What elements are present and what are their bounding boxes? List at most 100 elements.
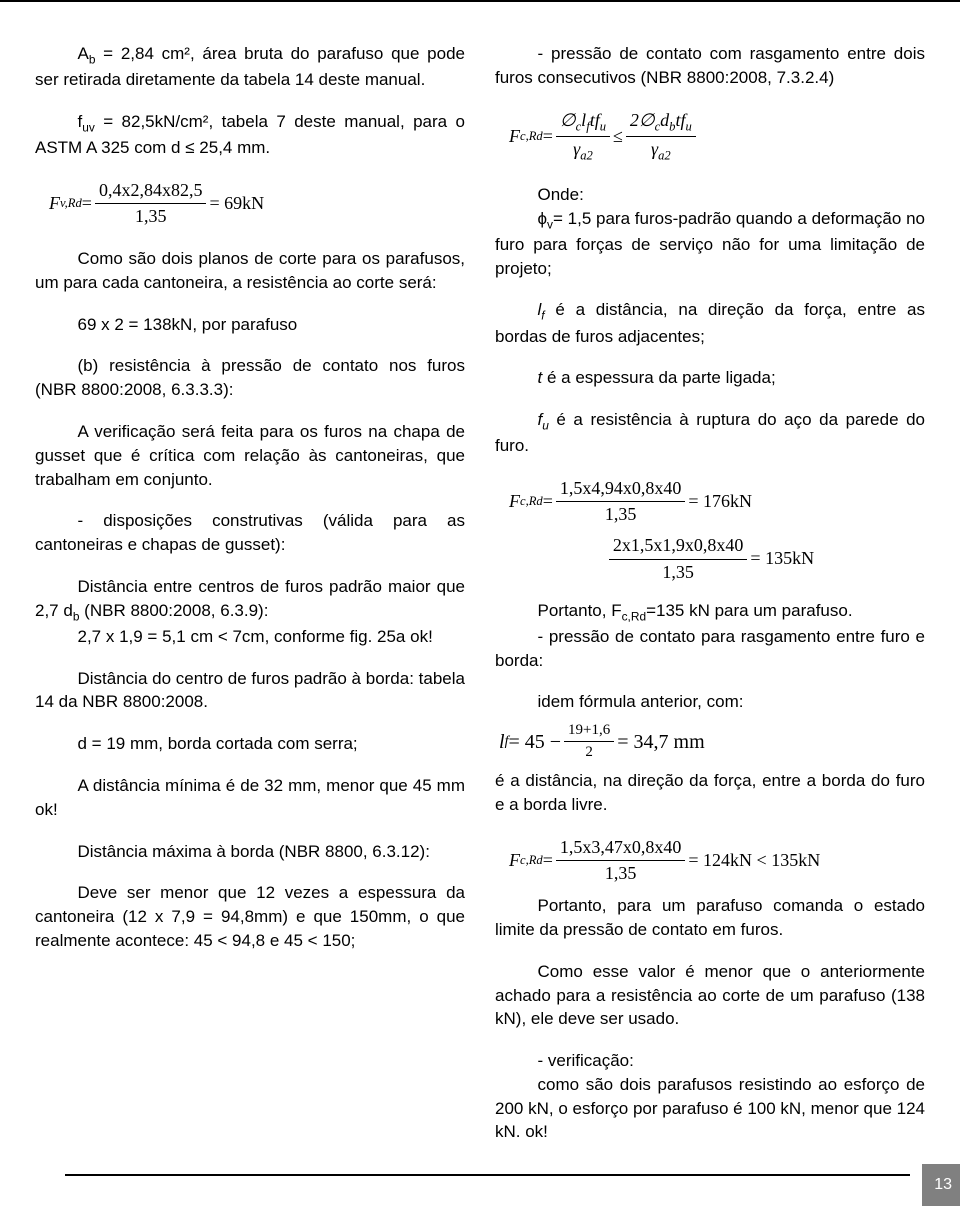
paragraph: A distância mínima é de 32 mm, menor que… (35, 774, 465, 822)
paragraph: fuv = 82,5kN/cm², tabela 7 deste manual,… (35, 110, 465, 160)
formula: lf = 45 − 19+1,6 2 = 34,7 mm (499, 720, 925, 763)
paragraph: idem fórmula anterior, com: (495, 690, 925, 714)
formula: 2x1,5x1,9x0,8x40 1,35 = 135kN (495, 533, 925, 584)
paragraph: - disposições construtivas (válida para … (35, 509, 465, 557)
paragraph: - pressão de contato para rasgamento ent… (495, 625, 925, 673)
paragraph: Como são dois planos de corte para os pa… (35, 247, 465, 295)
op: = 45 − (508, 728, 561, 756)
denominator: 1,35 (131, 204, 171, 229)
t: d (660, 110, 669, 130)
numerator: 2∅cdbtfu (626, 108, 696, 137)
paragraph: lf é a distância, na direção da força, e… (495, 298, 925, 348)
op: = (543, 848, 553, 873)
subscript: c,Rd (520, 852, 543, 870)
text: = 82,5kN/cm², tabela 7 deste manual, par… (35, 112, 465, 157)
formula: Fc,Rd = 1,5x3,47x0,8x40 1,35 = 124kN < 1… (509, 835, 925, 886)
numerator: 2x1,5x1,9x0,8x40 (609, 533, 748, 559)
text: Portanto, F (538, 601, 622, 620)
t: 2∅ (630, 110, 655, 130)
paragraph: Ab = 2,84 cm², área bruta do parafuso qu… (35, 42, 465, 92)
text: = 1,5 para furos-padrão quando a deforma… (495, 209, 925, 278)
s: u (685, 119, 691, 133)
text: (NBR 8800:2008, 6.3.9): (79, 601, 268, 620)
right-column: - pressão de contato com rasgamento entr… (495, 42, 925, 1162)
paragraph: 2,7 x 1,9 = 5,1 cm < 7cm, conforme fig. … (35, 625, 465, 649)
denominator: 1,35 (601, 502, 641, 527)
result: = 176kN (688, 489, 752, 514)
subscript: c,Rd (520, 128, 543, 146)
var: F (509, 489, 520, 514)
footer-rule (65, 1174, 910, 1176)
op: = (543, 124, 553, 149)
paragraph: Distância máxima à borda (NBR 8800, 6.3.… (35, 840, 465, 864)
numerator: 0,4x2,84x82,5 (95, 178, 207, 204)
paragraph: Deve ser menor que 12 vezes a espessura … (35, 881, 465, 952)
paragraph: - verificação: (495, 1049, 925, 1073)
fraction: 2x1,5x1,9x0,8x40 1,35 (609, 533, 748, 584)
fraction: 0,4x2,84x82,5 1,35 (95, 178, 207, 229)
result: = 135kN (750, 546, 814, 571)
two-column-layout: Ab = 2,84 cm², área bruta do parafuso qu… (35, 42, 925, 1162)
var: F (509, 124, 520, 149)
paragraph: ϕv= 1,5 para furos-padrão quando a defor… (495, 207, 925, 281)
t: ∅ (560, 110, 576, 130)
paragraph: A verificação será feita para os furos n… (35, 420, 465, 491)
fraction: 19+1,6 2 (564, 720, 614, 763)
op: = (82, 191, 92, 216)
paragraph: é a distância, na direção da força, entr… (495, 769, 925, 817)
result: = 69kN (209, 191, 264, 216)
denominator: γa2 (569, 137, 597, 165)
paragraph: Portanto, para um parafuso comanda o est… (495, 894, 925, 942)
formula: Fc,Rd = 1,5x4,94x0,8x40 1,35 = 176kN (509, 476, 925, 527)
denominator: γa2 (647, 137, 675, 165)
result: = 34,7 mm (617, 728, 704, 756)
text: A (78, 44, 89, 63)
subscript: u (542, 419, 549, 433)
paragraph: Como esse valor é menor que o anteriorme… (495, 960, 925, 1031)
page: Ab = 2,84 cm², área bruta do parafuso qu… (0, 0, 960, 1162)
paragraph: Distância entre centros de furos padrão … (35, 575, 465, 625)
text: ϕ (538, 209, 548, 228)
fraction: 1,5x3,47x0,8x40 1,35 (556, 835, 686, 886)
paragraph: Onde: (495, 183, 925, 207)
op: ≤ (613, 124, 623, 149)
left-column: Ab = 2,84 cm², área bruta do parafuso qu… (35, 42, 465, 1162)
subscript: c,Rd (622, 609, 646, 623)
var: F (509, 848, 520, 873)
subscript: v,Rd (60, 195, 82, 213)
paragraph: d = 19 mm, borda cortada com serra; (35, 732, 465, 756)
text: =135 kN para um parafuso. (646, 601, 852, 620)
text: = 2,84 cm², área bruta do parafuso que p… (35, 44, 465, 89)
paragraph: (b) resistência à pressão de contato nos… (35, 354, 465, 402)
text: é a distância, na direção da força, entr… (495, 300, 925, 345)
page-number: 13 (920, 1164, 960, 1206)
t: γ (651, 139, 658, 159)
fraction: ∅clftfu γa2 (556, 108, 610, 165)
result: = 124kN < 135kN (688, 848, 820, 873)
paragraph: fu é a resistência à ruptura do aço da p… (495, 408, 925, 458)
s: a2 (580, 148, 593, 162)
numerator: ∅clftfu (556, 108, 610, 137)
paragraph: Distância do centro de furos padrão à bo… (35, 667, 465, 715)
op: = (543, 489, 553, 514)
paragraph: Portanto, Fc,Rd=135 kN para um parafuso. (495, 599, 925, 625)
formula: Fv,Rd = 0,4x2,84x82,5 1,35 = 69kN (49, 178, 465, 229)
fraction: 2∅cdbtfu γa2 (626, 108, 696, 165)
s: u (600, 119, 606, 133)
t: tf (590, 110, 600, 130)
denominator: 2 (581, 742, 597, 763)
s: a2 (658, 148, 671, 162)
paragraph: 69 x 2 = 138kN, por parafuso (35, 313, 465, 337)
t: tf (675, 110, 685, 130)
numerator: 1,5x4,94x0,8x40 (556, 476, 686, 502)
denominator: 1,35 (658, 560, 698, 585)
subscript: uv (82, 120, 95, 134)
formula: Fc,Rd = ∅clftfu γa2 ≤ 2∅cdbtfu γa2 (509, 108, 925, 165)
paragraph: - pressão de contato com rasgamento entr… (495, 42, 925, 90)
fraction: 1,5x4,94x0,8x40 1,35 (556, 476, 686, 527)
var: F (49, 191, 60, 216)
text: é a resistência à ruptura do aço da pare… (495, 410, 925, 455)
numerator: 19+1,6 (564, 720, 614, 742)
subscript: c,Rd (520, 493, 543, 511)
paragraph: t é a espessura da parte ligada; (495, 366, 925, 390)
